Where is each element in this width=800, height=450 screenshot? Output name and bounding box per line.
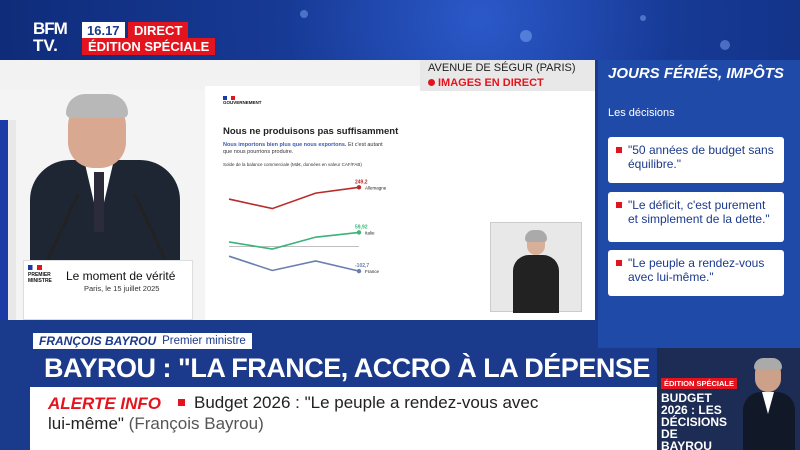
- time-badge: 16.17: [82, 22, 125, 39]
- slide-chart-label: Solde de la balance commerciale (Md€, do…: [223, 162, 362, 167]
- speaker-name: FRANÇOIS BAYROU: [39, 334, 157, 348]
- slide-subtitle: Nous importons bien plus que nous export…: [223, 142, 393, 156]
- bullet-icon: [616, 260, 622, 266]
- promo-title: BUDGET 2026 : LES DÉCISIONS DE BAYROU: [661, 391, 728, 450]
- background-sparkle: [300, 10, 308, 18]
- series-endpoint: [356, 268, 362, 274]
- presentation-slide: GOUVERNEMENT Nous ne produisons pas suff…: [205, 86, 595, 320]
- alert-label: ALERTE INFO: [48, 394, 162, 413]
- quote-item: "50 années de budget sans équilibre.": [608, 137, 784, 183]
- quote-text: "50 années de budget sans équilibre.": [628, 143, 774, 171]
- slide-title: Nous ne produisons pas suffisamment: [223, 126, 399, 137]
- prime-minister-logo: PREMIER MINISTRE: [28, 265, 58, 305]
- panel-subtitle: Les décisions: [608, 107, 675, 119]
- series-endpoint: [356, 185, 362, 190]
- video-stage: GOUVERNEMENT Nous ne produisons pas suff…: [0, 60, 595, 320]
- live-badge: DIRECT: [128, 22, 189, 39]
- logo-line1: BFM: [33, 19, 68, 38]
- speaker-role: Premier ministre: [162, 335, 246, 347]
- live-images-label: IMAGES EN DIRECT: [420, 76, 595, 91]
- series-line-italie: [228, 231, 360, 250]
- speaker-tie: [94, 172, 104, 232]
- sign-language-interpreter: [490, 222, 582, 313]
- panel-title: JOURS FÉRIÉS, IMPÔTS: [608, 65, 784, 82]
- alert-text-line2: lui-même" (François Bayrou): [48, 414, 264, 434]
- background-sparkle: [640, 15, 646, 21]
- speaker-hair: [66, 94, 128, 118]
- series-value-label: 59,92: [355, 224, 368, 230]
- quote-item: "Le déficit, c'est purement et simplemen…: [608, 192, 784, 242]
- series-line-allemagne: [228, 186, 360, 210]
- government-logo-text: GOUVERNEMENT: [223, 100, 262, 105]
- quote-item: "Le peuple a rendez-vous avec lui-même.": [608, 250, 784, 296]
- series-name-label: Italie: [365, 230, 375, 235]
- headline-banner: BAYROU : "LA FRANCE, ACCRO À LA DÉPENSE …: [30, 349, 657, 387]
- channel-logo: BFM TV.: [33, 20, 77, 56]
- news-ticker: [30, 387, 657, 450]
- bullet-icon: [616, 147, 622, 153]
- series-name-label: Allemagne: [365, 185, 387, 190]
- live-images-text: IMAGES EN DIRECT: [438, 77, 544, 89]
- quote-text: "Le peuple a rendez-vous avec lui-même.": [628, 256, 765, 284]
- alert-text-line1: Budget 2026 : "Le peuple a rendez-vous a…: [194, 393, 539, 412]
- alert-attribution: (François Bayrou): [128, 414, 264, 433]
- interpreter-hair: [525, 230, 547, 242]
- alert-arrow-icon: [178, 399, 185, 406]
- promo-portrait: [743, 356, 795, 450]
- lectern-logo-text: PREMIER MINISTRE: [28, 272, 52, 284]
- series-line-france: [228, 255, 360, 272]
- background-sparkle: [520, 30, 532, 42]
- series-value-label: 249,2: [355, 179, 368, 185]
- flag-icon: [0, 120, 16, 320]
- logo-line2: TV.: [33, 36, 58, 55]
- tricolor-icon: [28, 265, 42, 270]
- portrait-hair: [754, 358, 782, 370]
- quote-text: "Le déficit, c'est purement et simplemen…: [628, 198, 770, 226]
- promo-card[interactable]: ÉDITION SPÉCIALE BUDGET 2026 : LES DÉCIS…: [657, 348, 800, 450]
- special-edition-badge: ÉDITION SPÉCIALE: [82, 38, 216, 55]
- interpreter-body: [513, 255, 559, 313]
- series-value-label: -102,7: [355, 263, 369, 269]
- slide-subtitle-bold: Nous importons bien plus que nous export…: [223, 142, 347, 148]
- promo-tag: ÉDITION SPÉCIALE: [661, 378, 738, 389]
- tricolor-icon: [223, 96, 235, 100]
- decisions-panel: JOURS FÉRIÉS, IMPÔTS Les décisions "50 a…: [598, 60, 800, 348]
- lectern-sign: PREMIER MINISTRE Le moment de vérité Par…: [23, 260, 193, 320]
- government-logo: GOUVERNEMENT: [223, 96, 262, 105]
- lectern-title: Le moment de vérité: [66, 269, 176, 283]
- slide-subtitle-rest: Et c'est autant que nous pourrions produ…: [223, 142, 383, 155]
- series-endpoint: [356, 230, 362, 235]
- background-sparkle: [720, 40, 730, 50]
- bullet-icon: [616, 202, 622, 208]
- lectern-subtitle: Paris, le 15 juillet 2025: [84, 284, 160, 293]
- series-name-label: France: [365, 269, 380, 274]
- location-title: AVENUE DE SÉGUR (PARIS): [420, 60, 595, 76]
- live-dot-icon: [428, 79, 435, 86]
- alert-text-line2-quote: lui-même": [48, 414, 124, 433]
- speaker-name-bar: FRANÇOIS BAYROU Premier ministre: [33, 333, 252, 349]
